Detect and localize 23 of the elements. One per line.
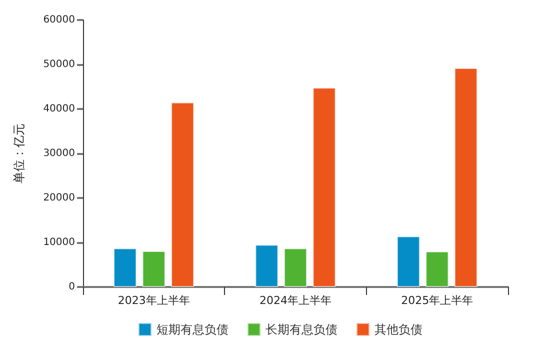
legend-label: 其他负债: [374, 322, 422, 336]
y-tick-label: 40000: [43, 104, 75, 114]
bar: [171, 102, 194, 287]
y-tick-label: 10000: [43, 237, 75, 248]
bar: [255, 244, 278, 287]
legend-label: 长期有息负债: [266, 322, 338, 336]
y-tick-label: 20000: [43, 192, 75, 204]
y-tick-label: 30000: [43, 148, 75, 159]
bar: [142, 250, 166, 287]
bar: [114, 248, 137, 287]
y-tick-label: 0: [68, 282, 75, 292]
y-tick-label: 50000: [43, 59, 75, 70]
y-axis-title: 单位：亿元: [12, 124, 26, 184]
bar: [426, 251, 449, 287]
x-tick-label: 2023年上半年: [118, 294, 190, 307]
bar: [454, 68, 478, 287]
bar: [284, 248, 307, 287]
y-tick-label: 60000: [43, 14, 75, 26]
x-tick-label: 2024年上半年: [260, 294, 332, 307]
bar: [396, 236, 420, 287]
legend-label: 短期有息负债: [156, 322, 228, 336]
x-tick-label: 2025年上半年: [401, 294, 474, 307]
bar: [312, 88, 336, 287]
